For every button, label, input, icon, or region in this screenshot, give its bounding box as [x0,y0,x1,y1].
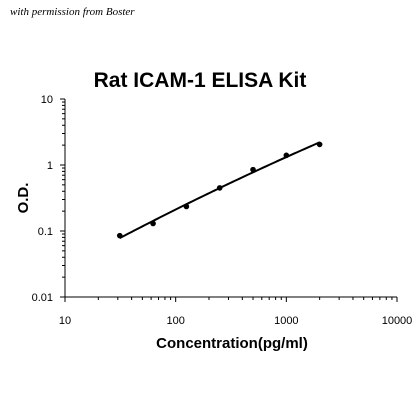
data-point [283,152,290,159]
x-axis-label: Concentration(pg/ml) [156,335,308,352]
y-tick-label: 0.01 [32,292,53,304]
x-tick-label: 100 [166,315,184,327]
x-tick-label: 1000 [274,315,298,327]
x-tick-label: 10 [59,315,71,327]
y-axis-label: O.D. [15,183,32,214]
y-tick-label: 10 [41,94,53,106]
chart-title: Rat ICAM-1 ELISA Kit [94,69,307,92]
data-point [216,185,223,191]
data-point [183,203,190,210]
plot-area: 10 100 1000 10000 0.01 0.1 1 10 [32,94,413,327]
watermark-text: with permission from Boster [10,6,135,18]
data-point [150,220,156,227]
x-tick-label: 10000 [382,315,413,327]
data-point [316,141,323,148]
data-point [116,232,123,239]
y-tick-label: 1 [47,160,53,172]
data-point [250,166,256,173]
y-tick-label: 0.1 [38,226,53,238]
